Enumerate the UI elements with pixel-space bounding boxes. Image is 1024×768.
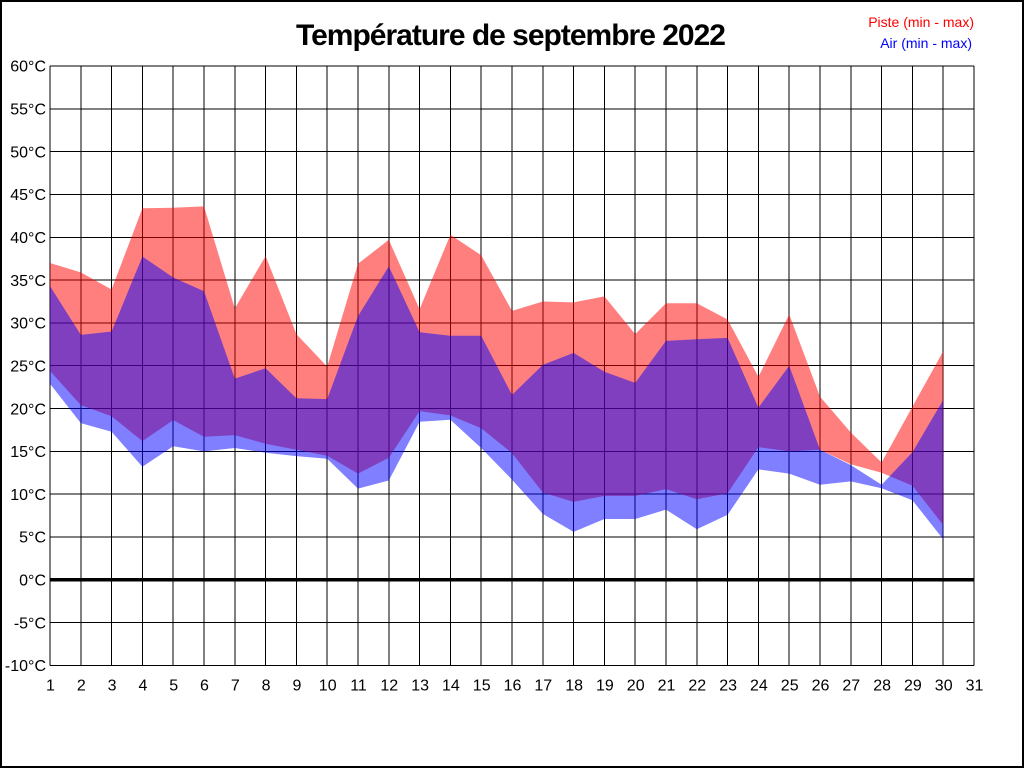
svg-text:13: 13 xyxy=(411,678,429,695)
svg-text:8: 8 xyxy=(262,678,271,695)
svg-text:15: 15 xyxy=(473,678,491,695)
svg-text:5°C: 5°C xyxy=(19,530,46,547)
svg-text:9: 9 xyxy=(292,678,301,695)
svg-text:3: 3 xyxy=(108,678,117,695)
svg-text:-5°C: -5°C xyxy=(14,615,46,632)
svg-text:14: 14 xyxy=(442,678,460,695)
svg-text:24: 24 xyxy=(750,678,768,695)
svg-text:1: 1 xyxy=(46,678,55,695)
svg-text:25: 25 xyxy=(781,678,799,695)
svg-text:15°C: 15°C xyxy=(10,444,46,461)
svg-text:7: 7 xyxy=(231,678,240,695)
svg-text:23: 23 xyxy=(719,678,737,695)
svg-text:16: 16 xyxy=(504,678,522,695)
svg-text:10°C: 10°C xyxy=(10,487,46,504)
svg-text:35°C: 35°C xyxy=(10,273,46,290)
svg-text:40°C: 40°C xyxy=(10,230,46,247)
svg-text:30: 30 xyxy=(935,678,953,695)
svg-text:60°C: 60°C xyxy=(10,59,46,76)
svg-text:2: 2 xyxy=(77,678,86,695)
svg-text:10: 10 xyxy=(319,678,337,695)
svg-text:31: 31 xyxy=(966,678,984,695)
svg-text:55°C: 55°C xyxy=(10,102,46,119)
svg-text:22: 22 xyxy=(688,678,706,695)
svg-text:20: 20 xyxy=(627,678,645,695)
svg-text:30°C: 30°C xyxy=(10,316,46,333)
svg-text:50°C: 50°C xyxy=(10,144,46,161)
svg-text:12: 12 xyxy=(380,678,398,695)
svg-text:5: 5 xyxy=(169,678,178,695)
svg-text:0°C: 0°C xyxy=(19,573,46,590)
svg-text:11: 11 xyxy=(350,678,367,695)
svg-text:Air (min - max): Air (min - max) xyxy=(880,35,972,51)
svg-text:29: 29 xyxy=(904,678,922,695)
svg-text:19: 19 xyxy=(596,678,614,695)
svg-text:18: 18 xyxy=(565,678,583,695)
svg-text:17: 17 xyxy=(534,678,552,695)
svg-text:Température de septembre 2022: Température de septembre 2022 xyxy=(296,19,725,52)
svg-text:27: 27 xyxy=(842,678,860,695)
svg-text:45°C: 45°C xyxy=(10,187,46,204)
svg-text:6: 6 xyxy=(200,678,209,695)
svg-text:4: 4 xyxy=(138,678,147,695)
svg-text:26: 26 xyxy=(812,678,830,695)
svg-text:20°C: 20°C xyxy=(10,401,46,418)
svg-text:21: 21 xyxy=(658,678,676,695)
svg-text:-10°C: -10°C xyxy=(5,658,46,675)
svg-text:Piste (min - max): Piste (min - max) xyxy=(868,14,974,30)
svg-text:28: 28 xyxy=(873,678,891,695)
svg-text:25°C: 25°C xyxy=(10,358,46,375)
